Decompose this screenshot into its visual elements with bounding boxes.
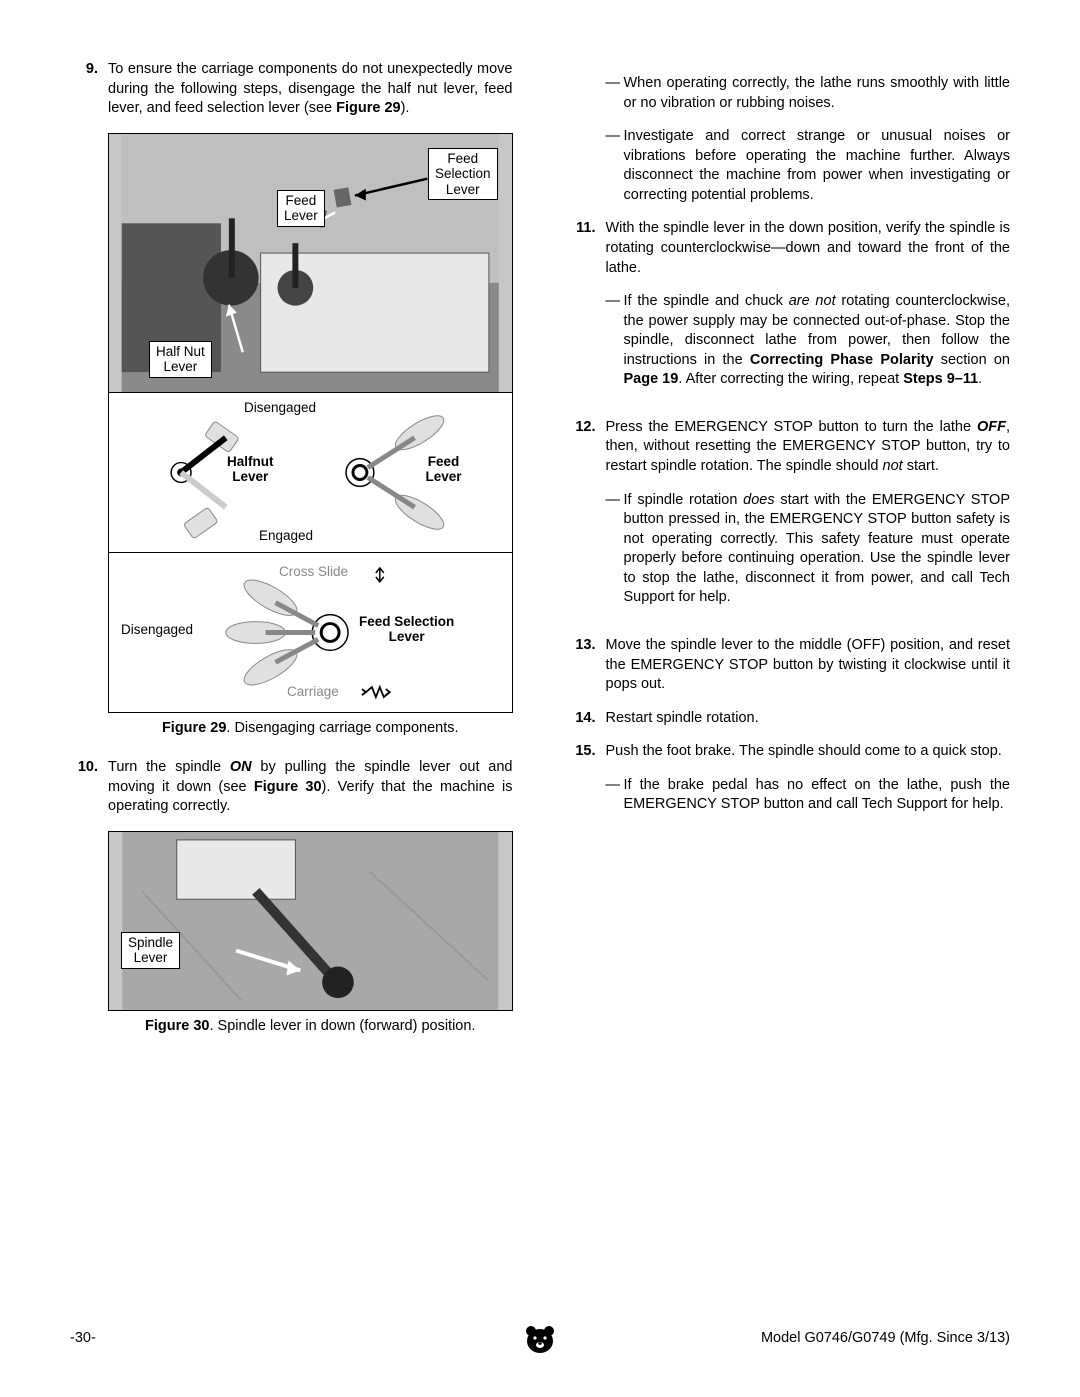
label-feed-selection-lever: Feed Selection Lever (359, 615, 454, 645)
step-number: 14. (568, 709, 606, 729)
step-15: 15. Push the foot brake. The spindle sho… (568, 742, 1011, 829)
sub-does-start: — If spindle rotation does start with th… (606, 491, 1011, 608)
sub-correct-operation: — When operating correctly, the lathe ru… (606, 74, 1011, 113)
step-13: 13. Move the spindle lever to the middle… (568, 636, 1011, 695)
step-11: 11. With the spindle lever in the down p… (568, 219, 1011, 404)
label-carriage: Carriage (287, 685, 339, 700)
page-footer: -30- Model G0746/G0749 (Mfg. Since 3/13) (70, 1329, 1010, 1349)
label-spindle-lever: Spindle Lever (121, 932, 180, 969)
step-text: To ensure the carriage components do not… (108, 60, 513, 119)
label-feed-selection: Feed Selection Lever (428, 148, 498, 201)
page-number: -30- (70, 1329, 96, 1349)
label-halfnut-lever: Halfnut Lever (227, 455, 274, 485)
step-text: Turn the spindle ON by pulling the spind… (108, 758, 513, 817)
step-10: 10. Turn the spindle ON by pulling the s… (70, 758, 513, 817)
label-feed-lever-diag: Feed Lever (425, 455, 461, 485)
label-feed-lever: Feed Lever (277, 190, 325, 227)
sub-brake-no-effect: — If the brake pedal has no effect on th… (606, 776, 1011, 815)
sub-not-rotating: — If the spindle and chuck are not rotat… (606, 292, 1011, 390)
label-cross-slide: Cross Slide (279, 565, 348, 580)
label-disengaged-2: Disengaged (121, 623, 193, 638)
figure-30-caption: Figure 30. Spindle lever in down (forwar… (108, 1017, 513, 1037)
label-disengaged-1: Disengaged (244, 401, 316, 416)
figure-29-diagram-1: Disengaged Halfnut Lever Feed Lever Enga… (108, 393, 513, 553)
figure-29: Feed Selection Lever Feed Lever Half Nut… (108, 133, 513, 739)
model-info: Model G0746/G0749 (Mfg. Since 3/13) (761, 1329, 1010, 1349)
figure-29-photo: Feed Selection Lever Feed Lever Half Nut… (108, 133, 513, 393)
figure-30-photo: Spindle Lever (108, 831, 513, 1011)
step-text: With the spindle lever in the down posit… (606, 219, 1011, 404)
sub-investigate: — Investigate and correct strange or unu… (606, 127, 1011, 205)
step-12: 12. Press the EMERGENCY STOP button to t… (568, 418, 1011, 622)
step-text: Move the spindle lever to the middle (OF… (606, 636, 1011, 695)
step-text: Push the foot brake. The spindle should … (606, 742, 1011, 829)
spindle-photo-svg (109, 832, 512, 1010)
figure-29-caption: Figure 29. Disengaging carriage componen… (108, 719, 513, 739)
step-9: 9. To ensure the carriage components do … (70, 60, 513, 119)
step-14: 14. Restart spindle rotation. (568, 709, 1011, 729)
step-number: 15. (568, 742, 606, 829)
label-half-nut: Half Nut Lever (149, 341, 212, 378)
label-engaged: Engaged (259, 529, 313, 544)
step-number: 10. (70, 758, 108, 817)
step-number: 13. (568, 636, 606, 695)
step-text: Restart spindle rotation. (606, 709, 1011, 729)
figure-30: Spindle Lever Figure 30. Spindle lever i… (108, 831, 513, 1037)
step-number: 11. (568, 219, 606, 404)
figure-29-diagram-2: Cross Slide Disengaged Feed Selection Le… (108, 553, 513, 713)
step-number: 12. (568, 418, 606, 622)
step-text: Press the EMERGENCY STOP button to turn … (606, 418, 1011, 622)
bear-logo-icon (523, 1322, 557, 1356)
step-number: 9. (70, 60, 108, 119)
